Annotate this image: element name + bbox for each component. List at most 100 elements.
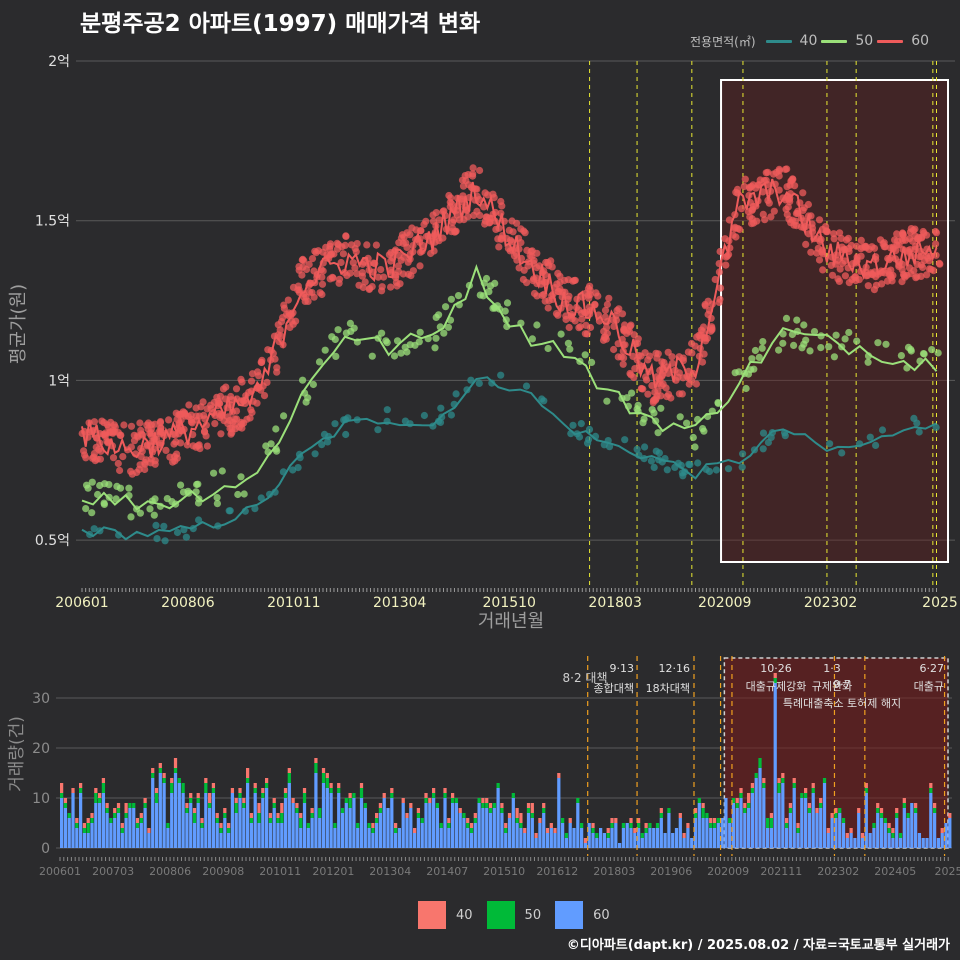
volume-bar-60: [891, 838, 895, 848]
volume-bar-group: [697, 798, 701, 848]
volume-bar-60: [633, 833, 637, 848]
price-point-60: [746, 184, 754, 192]
price-point-60: [156, 418, 165, 426]
price-point-60: [732, 233, 740, 241]
volume-bar-50: [781, 778, 785, 783]
volume-bar-group: [295, 803, 299, 848]
price-point-50: [431, 344, 439, 352]
price-point-50: [125, 484, 133, 492]
series-60: [78, 164, 944, 478]
price-point-50: [928, 346, 936, 354]
price-point-50: [633, 405, 641, 413]
volume-bar-60: [826, 833, 830, 848]
volume-bar-40: [154, 788, 159, 793]
price-point-50: [934, 349, 942, 357]
price-point-50: [382, 337, 390, 345]
price-point-40: [826, 440, 834, 448]
volume-bar-group: [405, 813, 409, 848]
volume-bar-40: [606, 828, 610, 833]
volume-bar-group: [192, 808, 197, 848]
price-point-60: [100, 419, 108, 427]
volume-bar-50: [371, 828, 375, 833]
volume-bar-group: [230, 788, 235, 848]
price-point-60: [521, 229, 529, 237]
volume-bar-group: [599, 828, 603, 848]
volume-bar-50: [511, 793, 515, 798]
volume-bar-40: [98, 793, 102, 798]
volume-bar-50: [561, 818, 565, 823]
volume-bar-group: [545, 828, 550, 848]
volume-bar-group: [769, 813, 774, 848]
price-point-60: [578, 315, 586, 323]
volume-bar-60: [496, 788, 500, 848]
price-point-60: [99, 430, 108, 438]
volume-bar-60: [424, 803, 428, 848]
volume-bar-50: [352, 793, 356, 798]
price-point-60: [684, 348, 693, 356]
price-point-60: [815, 256, 824, 264]
volume-bar-40: [409, 803, 413, 808]
volume-bar-40: [424, 793, 428, 798]
volume-bar-40: [481, 798, 485, 803]
volume-bar-40: [314, 758, 318, 763]
volume-bar-group: [667, 808, 671, 848]
price-point-60: [187, 411, 195, 419]
price-point-60: [260, 392, 269, 400]
price-point-60: [643, 376, 651, 384]
volume-bar-60: [504, 833, 508, 848]
policy-annotation-label: 1·3: [823, 662, 841, 675]
volume-bar-group: [659, 808, 663, 848]
price-point-60: [916, 253, 924, 261]
volume-bar-group: [758, 758, 762, 848]
volume-bar-40: [750, 783, 755, 788]
price-point-60: [644, 356, 652, 364]
price-point-60: [326, 275, 334, 283]
volume-bar-50: [356, 823, 360, 828]
volume-bar-50: [204, 783, 208, 793]
price-point-60: [575, 324, 583, 332]
price-point-60: [814, 244, 822, 252]
volume-bar-group: [887, 823, 891, 848]
price-point-50: [845, 328, 853, 337]
price-point-50: [832, 331, 840, 339]
price-point-60: [459, 182, 468, 190]
policy-annotation-label: 대출규: [914, 680, 944, 693]
volume-bar-60: [735, 808, 739, 848]
volume-bar-group: [614, 818, 618, 848]
volume-bar-group: [113, 808, 117, 848]
volume-bar-group: [333, 823, 337, 848]
volume-bar-60: [629, 828, 633, 848]
volume-bar-group: [750, 783, 755, 848]
price-point-60: [823, 228, 831, 236]
volume-bar-50: [788, 808, 793, 813]
price-point-60: [740, 182, 748, 191]
volume-bar-60: [576, 803, 580, 848]
volume-bar-60: [375, 823, 379, 848]
volume-x-tick-label: 200703: [92, 865, 134, 878]
volume-bar-60: [572, 828, 576, 848]
volume-bar-60: [709, 828, 713, 848]
volume-bar-group: [314, 758, 318, 848]
price-point-60: [775, 172, 783, 180]
volume-x-tick-label: 201510: [483, 865, 525, 878]
price-point-60: [692, 380, 701, 388]
price-point-60: [786, 181, 794, 189]
price-point-40: [694, 459, 702, 467]
volume-bar-50: [261, 793, 265, 798]
volume-bar-50: [375, 818, 379, 823]
volume-bar-group: [428, 798, 432, 848]
price-point-50: [788, 330, 797, 339]
volume-bar-50: [390, 793, 394, 798]
price-point-50: [691, 443, 699, 451]
volume-bar-60: [652, 828, 656, 848]
volume-bar-60: [170, 793, 174, 848]
volume-bar-group: [477, 798, 481, 848]
volume-bar-60: [530, 818, 534, 848]
volume-bar-40: [90, 813, 94, 818]
volume-bar-40: [219, 823, 223, 828]
volume-bar-40: [223, 808, 227, 813]
volume-bar-60: [352, 798, 356, 848]
volume-bar-60: [838, 813, 842, 848]
price-point-50: [332, 352, 340, 360]
volume-bar-50: [595, 833, 599, 838]
